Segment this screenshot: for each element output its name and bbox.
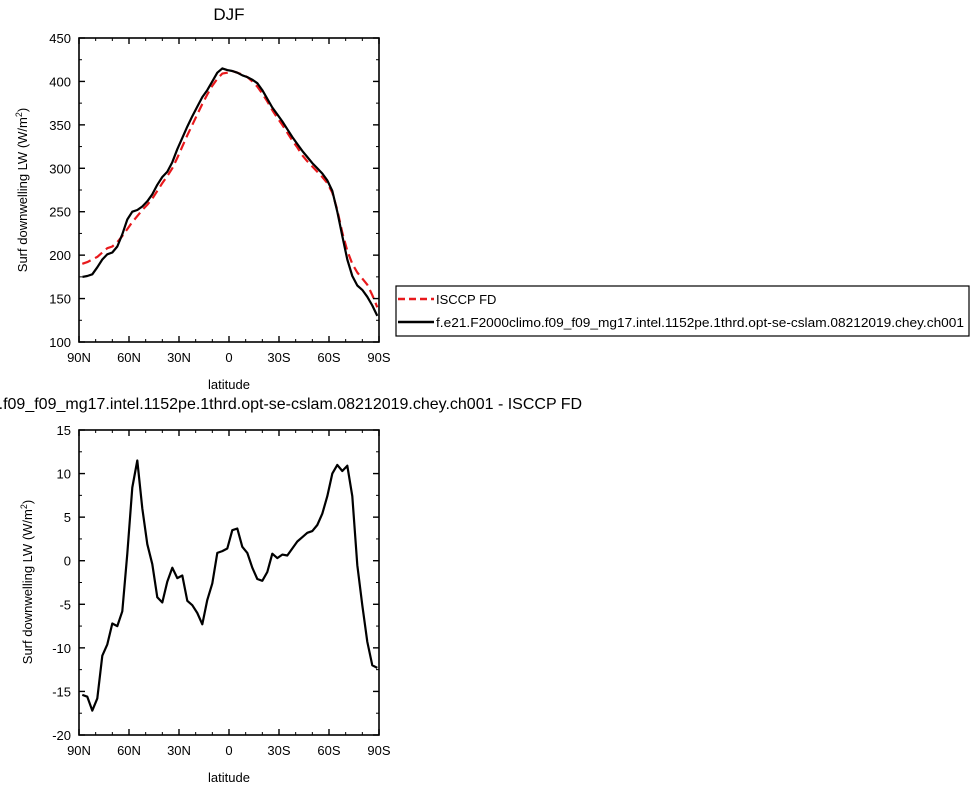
bottom-series-line-difference bbox=[81, 459, 378, 712]
bottom-y-tick-label: 5 bbox=[64, 510, 71, 525]
top-x-tick-label: 30S bbox=[267, 350, 290, 365]
bottom-y-tick-label: 10 bbox=[57, 467, 71, 482]
top-x-tick-label: 60N bbox=[117, 350, 141, 365]
top-series-group bbox=[81, 67, 379, 317]
bottom-y-tick-label: 0 bbox=[64, 554, 71, 569]
legend-label-model: f.e21.F2000climo.f09_f09_mg17.intel.1152… bbox=[436, 315, 964, 330]
top-panel: DJF 90N 60N 30N 0 30S 60S 90S 100 150 200 250 300 35… bbox=[14, 5, 391, 392]
bottom-panel: f.e21.F2000climo.f09_f09_mg17.intel.1152… bbox=[0, 396, 582, 785]
top-axes: 90N 60N 30N 0 30S 60S 90S 100 150 200 250 300 350 400… bbox=[49, 31, 391, 365]
bottom-x-axis-label: latitude bbox=[208, 770, 250, 785]
bottom-x-tick-label: 30N bbox=[167, 743, 191, 758]
bottom-chart-title: f.e21.F2000climo.f09_f09_mg17.intel.1152… bbox=[0, 396, 582, 413]
bottom-x-tick-label: 90N bbox=[67, 743, 91, 758]
bottom-y-tick-label: -20 bbox=[52, 728, 71, 743]
chart-legend: ISCCP FD f.e21.F2000climo.f09_f09_mg17.i… bbox=[395, 285, 970, 337]
bottom-x-tick-label: 30S bbox=[267, 743, 290, 758]
top-x-tick-label: 30N bbox=[167, 350, 191, 365]
top-y-tick-label: 150 bbox=[49, 292, 71, 307]
legend-label-isccp-fd: ISCCP FD bbox=[436, 292, 496, 307]
top-y-tick-label: 250 bbox=[49, 205, 71, 220]
top-y-tick-label: 350 bbox=[49, 118, 71, 133]
bottom-x-tick-label: 60S bbox=[317, 743, 340, 758]
top-y-axis-label: Surf downwelling LW (W/m2) bbox=[14, 108, 30, 272]
top-x-axis-label: latitude bbox=[208, 377, 250, 392]
bottom-y-axis-label: Surf downwelling LW (W/m2) bbox=[19, 500, 35, 664]
bottom-y-tick-label: 15 bbox=[57, 423, 71, 438]
top-series-line-model bbox=[82, 67, 379, 317]
top-plot-frame bbox=[78, 37, 380, 343]
top-y-tick-label: 200 bbox=[49, 248, 71, 263]
top-x-tick-label: 90N bbox=[67, 350, 91, 365]
top-series-line-isccp-fd bbox=[81, 69, 379, 308]
bottom-y-tick-label: -5 bbox=[59, 597, 71, 612]
bottom-axes: 90N 60N 30N 0 30S 60S 90S -20 -15 -10 -5 0 5 10 15 bbox=[52, 423, 391, 758]
top-x-tick-label: 90S bbox=[367, 350, 390, 365]
bottom-x-tick-label: 90S bbox=[367, 743, 390, 758]
top-y-tick-label: 100 bbox=[49, 335, 71, 350]
top-y-tick-label: 400 bbox=[49, 74, 71, 89]
bottom-y-tick-label: -15 bbox=[52, 684, 71, 699]
top-y-tick-label: 450 bbox=[49, 31, 71, 46]
legend-box bbox=[395, 285, 970, 337]
bottom-y-tick-label: -10 bbox=[52, 641, 71, 656]
bottom-series-group bbox=[81, 459, 378, 712]
top-x-tick-label: 0 bbox=[225, 350, 232, 365]
top-y-tick-label: 300 bbox=[49, 161, 71, 176]
top-x-tick-label: 60S bbox=[317, 350, 340, 365]
bottom-x-tick-label: 0 bbox=[225, 743, 232, 758]
top-chart-title: DJF bbox=[213, 5, 244, 24]
bottom-x-tick-label: 60N bbox=[117, 743, 141, 758]
